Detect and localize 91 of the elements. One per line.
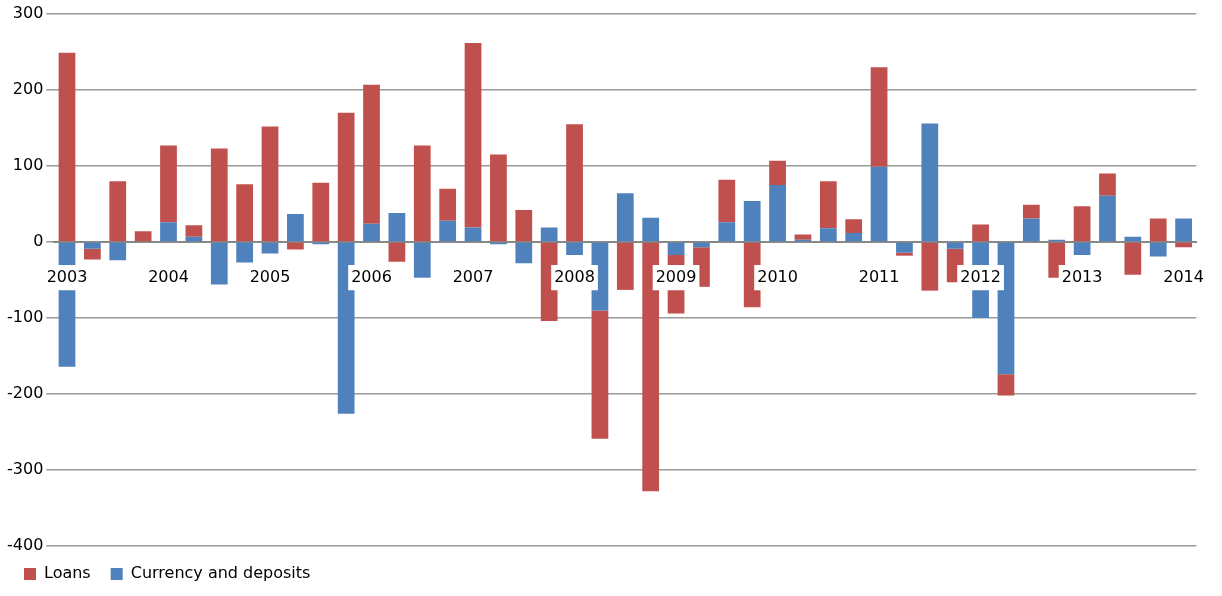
bar (1099, 195, 1116, 242)
x-tick-label: 2009 (655, 266, 697, 286)
bar (642, 217, 660, 242)
bar (1124, 242, 1142, 275)
bar (185, 225, 203, 237)
bar (566, 124, 583, 242)
bar (413, 145, 431, 242)
x-tick-label: 2012 (960, 266, 1001, 286)
y-tick-label: 300 (12, 3, 44, 23)
bar (616, 242, 634, 290)
bar (972, 224, 989, 242)
bar (1149, 218, 1167, 242)
bar (236, 184, 254, 242)
bar (109, 242, 127, 261)
bar (1073, 242, 1091, 255)
bar (997, 374, 1015, 396)
bar (845, 219, 863, 233)
bar (921, 242, 939, 291)
y-tick-label: -100 (7, 307, 44, 327)
y-tick-label: -300 (7, 459, 44, 479)
x-tick-label: 2004 (148, 266, 189, 286)
y-tick-label: -200 (7, 383, 44, 403)
bar (58, 52, 76, 242)
bar (845, 232, 863, 242)
x-tick-label: 2005 (249, 266, 291, 286)
x-tick-label: 2007 (452, 266, 494, 286)
bar (870, 67, 888, 167)
bar (312, 182, 330, 242)
bar (591, 310, 609, 439)
bar (819, 228, 837, 242)
bar (439, 220, 457, 242)
bar (1099, 173, 1116, 196)
bar (388, 242, 406, 262)
bar (210, 242, 228, 285)
legend-label: Loans (44, 563, 91, 583)
bar (413, 242, 431, 278)
bar (84, 248, 101, 260)
bar (515, 242, 533, 264)
bar (769, 160, 786, 185)
bar (718, 179, 736, 223)
x-tick-label: 2011 (858, 266, 900, 286)
x-tick-label: 2010 (757, 266, 798, 286)
bar (540, 227, 558, 242)
x-tick-label: 2014 (1163, 266, 1204, 286)
x-tick-label: 2008 (554, 266, 595, 286)
bar (1022, 204, 1040, 219)
bar (464, 227, 482, 242)
bar (946, 242, 964, 249)
bar (667, 242, 685, 255)
bar (464, 42, 482, 228)
y-tick-label: 200 (12, 79, 44, 99)
bar (261, 242, 279, 254)
bar (921, 123, 939, 242)
bar (109, 181, 127, 242)
bar (134, 231, 152, 242)
bar (794, 234, 812, 240)
bar (490, 154, 507, 242)
bar (1175, 218, 1192, 242)
bar (439, 188, 457, 221)
y-tick-label: 100 (12, 155, 44, 175)
bar (566, 242, 583, 255)
bar (718, 222, 736, 242)
x-tick-label: 2003 (46, 266, 88, 286)
bar (743, 200, 761, 242)
legend-label: Currency and deposits (130, 563, 311, 583)
bar (210, 148, 228, 242)
bar (870, 166, 888, 242)
bar (1149, 242, 1167, 257)
y-tick-label: -400 (7, 535, 44, 555)
bar (160, 145, 177, 223)
bar (388, 213, 406, 242)
bar (287, 213, 304, 242)
bar (84, 242, 101, 249)
bar (1022, 218, 1040, 242)
bar (616, 193, 634, 242)
bar (261, 126, 279, 242)
bar (363, 223, 380, 242)
bar (337, 112, 355, 242)
bar (515, 210, 533, 242)
bar (160, 222, 177, 242)
bar (896, 242, 913, 253)
bar (363, 84, 380, 224)
bar (819, 181, 837, 229)
bar (287, 242, 304, 250)
x-tick-label: 2006 (351, 266, 392, 286)
bar (1073, 206, 1091, 242)
bar (236, 242, 254, 263)
x-tick-label: 2013 (1061, 266, 1103, 286)
bar (896, 252, 913, 256)
y-tick-label: 0 (33, 231, 44, 251)
bar (769, 185, 786, 242)
